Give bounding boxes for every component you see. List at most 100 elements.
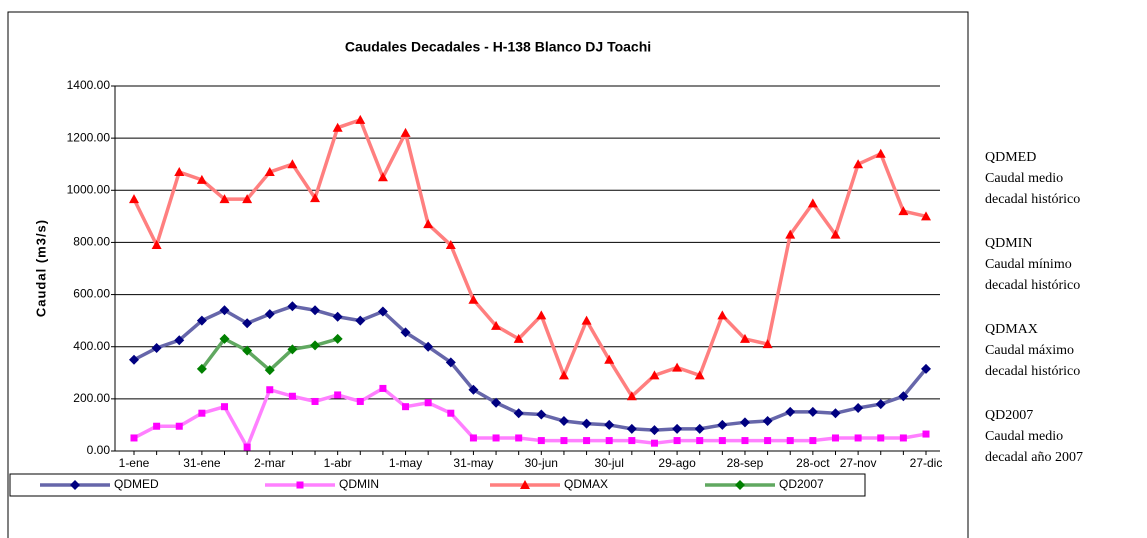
marker (921, 363, 931, 374)
marker (468, 294, 479, 304)
y-tick-label: 1000.00 (67, 182, 111, 196)
marker (605, 437, 613, 445)
marker (198, 409, 206, 417)
marker (175, 422, 183, 430)
marker (355, 114, 366, 124)
marker (287, 159, 298, 169)
marker (560, 437, 568, 445)
marker (717, 419, 728, 430)
note-text: decadal año 2007 (985, 450, 1083, 465)
marker (221, 403, 229, 411)
x-tick-label: 2-mar (254, 456, 285, 470)
note-text: decadal histórico (985, 192, 1080, 207)
marker (468, 384, 479, 395)
marker (266, 386, 274, 394)
marker (264, 309, 275, 320)
marker (853, 402, 864, 413)
marker (332, 333, 343, 344)
marker (739, 333, 750, 343)
marker (219, 333, 230, 344)
marker (355, 315, 366, 326)
marker (718, 437, 726, 445)
marker (831, 434, 839, 442)
note-code: QDMAX (985, 322, 1038, 337)
marker (626, 423, 637, 434)
x-tick-label: 28-oct (796, 456, 830, 470)
marker (379, 384, 387, 392)
x-tick-label: 30-jul (595, 456, 624, 470)
marker (129, 194, 139, 204)
marker (196, 315, 207, 326)
marker (311, 397, 319, 405)
marker (604, 419, 615, 430)
y-tick-label: 800.00 (73, 235, 110, 249)
note-code: QDMIN (985, 236, 1032, 251)
marker (196, 363, 207, 374)
marker (520, 480, 530, 489)
marker (853, 159, 864, 169)
marker (717, 310, 728, 320)
marker (491, 397, 502, 408)
marker (242, 194, 253, 204)
y-tick-label: 400.00 (73, 339, 110, 353)
series-line (133, 386, 927, 449)
marker (649, 425, 660, 436)
marker (515, 434, 523, 442)
x-tick-label: 1-abr (324, 456, 352, 470)
marker (809, 437, 817, 445)
marker (735, 480, 745, 490)
marker (310, 305, 321, 316)
y-tick-label: 0.00 (87, 443, 111, 457)
marker (151, 343, 162, 354)
marker (875, 148, 886, 158)
legend-box (9, 473, 866, 497)
x-tick-label: 30-jun (525, 456, 558, 470)
marker (356, 397, 364, 405)
marker (694, 370, 705, 380)
marker (242, 318, 253, 329)
chart-frame (7, 11, 969, 538)
marker (628, 437, 636, 445)
marker (243, 443, 251, 451)
marker (377, 306, 388, 317)
y-tick-label: 1400.00 (67, 78, 111, 92)
marker (830, 408, 841, 419)
marker (581, 315, 592, 325)
marker (537, 437, 545, 445)
y-tick-label: 600.00 (73, 287, 110, 301)
marker (219, 194, 230, 204)
x-tick-label: 28-sep (727, 456, 764, 470)
marker (242, 345, 253, 356)
marker (626, 391, 637, 401)
x-tick-label: 29-ago (658, 456, 696, 470)
marker (151, 240, 162, 250)
marker (558, 370, 569, 380)
marker (491, 320, 502, 330)
marker (469, 434, 477, 442)
marker (264, 167, 275, 177)
marker (70, 480, 80, 490)
marker (332, 311, 343, 322)
marker (423, 341, 434, 352)
marker (762, 339, 773, 349)
marker (696, 437, 704, 445)
marker (334, 391, 342, 399)
marker (219, 305, 230, 316)
marker (764, 437, 772, 445)
marker (899, 434, 907, 442)
note-text: Caudal máximo (985, 343, 1074, 358)
x-tick-label: 31-may (453, 456, 493, 470)
note-text: Caudal medio (985, 171, 1063, 186)
marker (174, 167, 185, 177)
marker (922, 430, 930, 438)
marker (785, 406, 796, 417)
note-text: decadal histórico (985, 278, 1080, 293)
marker (400, 327, 411, 338)
marker (130, 434, 138, 442)
marker (739, 417, 750, 428)
chart-title: Caudales Decadales - H-138 Blanco DJ Toa… (345, 39, 651, 55)
marker (649, 370, 660, 380)
marker (558, 416, 569, 427)
marker (332, 122, 343, 132)
